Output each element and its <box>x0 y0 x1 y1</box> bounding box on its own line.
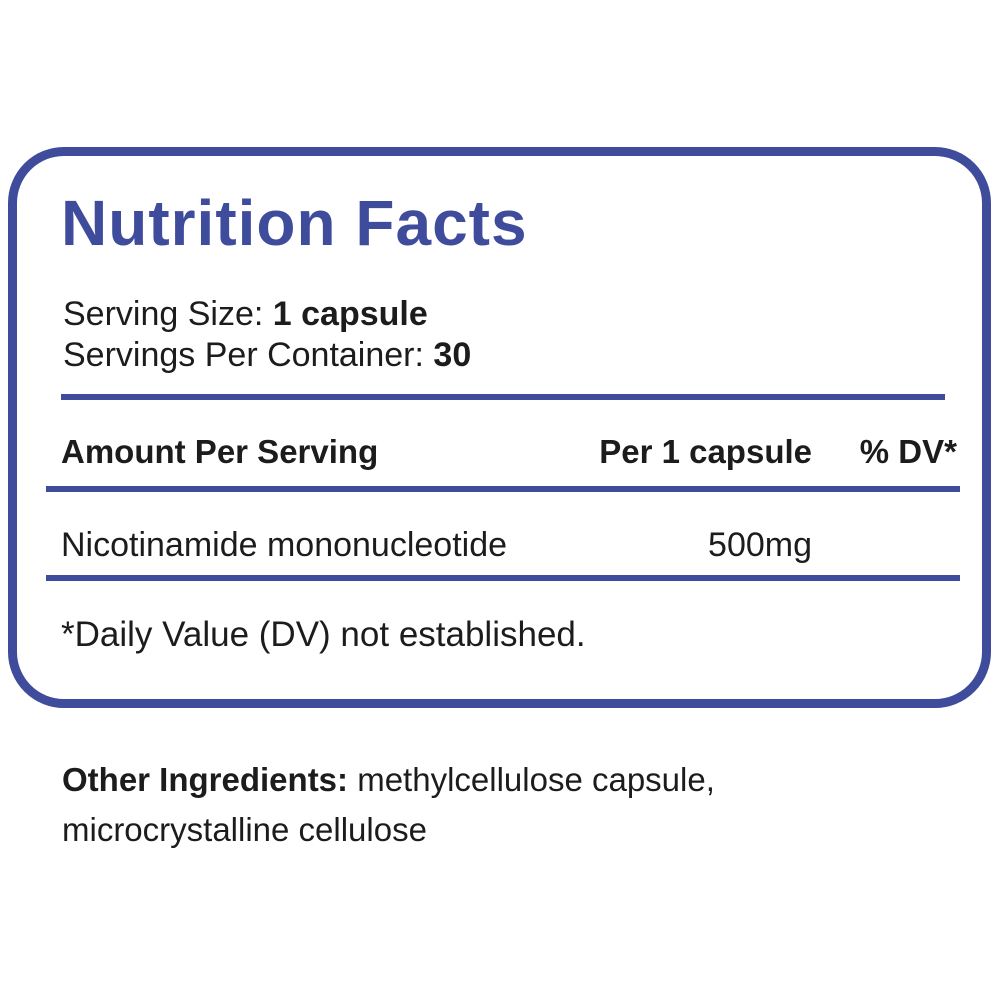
servings-per-container-label: Servings Per Container: <box>63 336 424 374</box>
other-ingredients-label: Other Ingredients: <box>62 761 349 798</box>
other-ingredients-paragraph: Other Ingredients: methylcellulose capsu… <box>62 755 782 855</box>
ingredient-name: Nicotinamide mononucleotide <box>61 526 508 564</box>
nutrition-facts-title: Nutrition Facts <box>61 187 528 259</box>
servings-per-container-value: 30 <box>433 336 472 374</box>
daily-value-footnote: *Daily Value (DV) not established. <box>61 615 586 654</box>
column-header-per-serving: Per 1 capsule <box>599 433 812 470</box>
nutrition-facts-panel: Nutrition Facts Serving Size: 1 capsule … <box>8 147 991 708</box>
ingredient-amount: 500mg <box>708 526 812 564</box>
column-header-amount-per-serving: Amount Per Serving <box>61 433 379 470</box>
divider-top <box>61 394 945 400</box>
serving-size-line: Serving Size: 1 capsule <box>63 294 982 335</box>
other-ingredients-value: methylcellulose capsule, microcrystallin… <box>62 761 715 848</box>
ingredient-row: Nicotinamide mononucleotide 500mg <box>61 525 957 565</box>
serving-size-value: 1 capsule <box>272 295 428 333</box>
divider-header <box>46 486 960 492</box>
column-header-percent-dv: % DV* <box>859 433 957 470</box>
servings-per-container-line: Servings Per Container: 30 <box>63 335 982 376</box>
column-header-row: Amount Per Serving Per 1 capsule % DV* <box>61 432 957 472</box>
divider-bottom <box>46 575 960 581</box>
serving-size-label: Serving Size: <box>63 295 264 333</box>
